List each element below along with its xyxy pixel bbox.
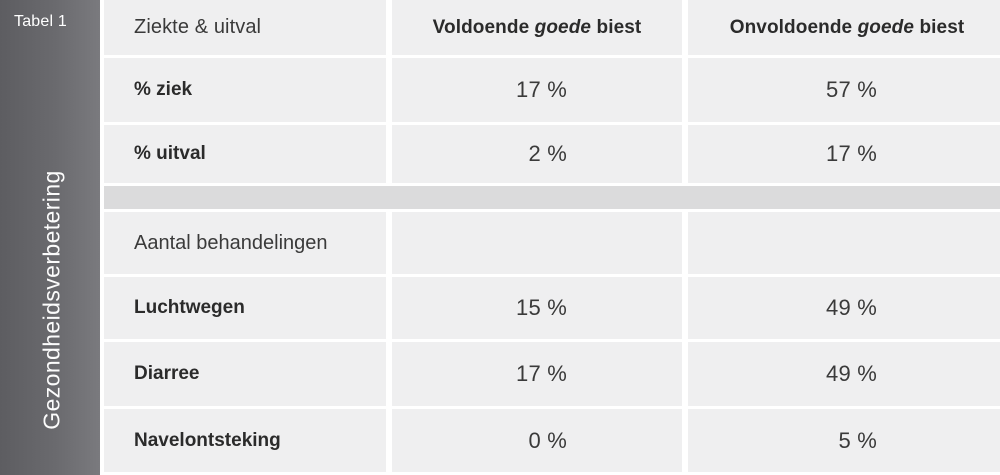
header-cell-col3: Onvoldoende goede biest xyxy=(688,0,1000,58)
header-col3-suffix: biest xyxy=(919,16,965,38)
value-onvoldoende: 49 % xyxy=(826,361,877,386)
table-value-cell: 17 % xyxy=(392,342,682,409)
value-onvoldoende: 49 % xyxy=(826,295,877,320)
table-row-label-cell: Diarree xyxy=(104,342,386,409)
table-value-cell: 57 % xyxy=(688,58,1000,125)
empty-cell xyxy=(392,212,682,277)
vertical-title: Gezondheidsverbetering xyxy=(38,170,65,430)
value-voldoende: 15 % xyxy=(516,295,567,320)
table-value-cell: 2 % xyxy=(392,125,682,186)
table-row-label-cell: % uitval xyxy=(104,125,386,186)
data-table: Ziekte & uitval Voldoende goede biest On… xyxy=(104,0,1000,475)
header-col3-label: Onvoldoende goede biest xyxy=(730,17,965,39)
row-label: Luchtwegen xyxy=(134,297,245,318)
table-value-cell: 17 % xyxy=(392,58,682,125)
table-number-label: Tabel 1 xyxy=(14,13,67,30)
table-row-label-cell: Luchtwegen xyxy=(104,277,386,342)
row-label: % uitval xyxy=(134,143,206,164)
row-label: Diarree xyxy=(134,363,200,384)
value-voldoende: 0 % xyxy=(528,427,567,453)
row-label: % ziek xyxy=(134,79,193,100)
value-voldoende: 17 % xyxy=(516,77,567,102)
header-left-label: Ziekte & uitval xyxy=(134,16,262,38)
row-label: Navelontsteking xyxy=(134,429,281,451)
empty-cell xyxy=(688,212,1000,277)
value-onvoldoende: 17 % xyxy=(826,141,877,166)
table-row-label-cell: % ziek xyxy=(104,58,386,125)
header-col3-prefix: Onvoldoende xyxy=(729,16,853,38)
section-divider xyxy=(104,186,1000,212)
table-value-cell: 5 % xyxy=(688,409,1000,475)
table-value-cell: 15 % xyxy=(392,277,682,342)
header-col2-prefix: Voldoende xyxy=(432,16,530,38)
table-row-label-cell: Navelontsteking xyxy=(104,409,386,475)
header-col2-emphasis: goede xyxy=(534,16,592,38)
section-label: Aantal behandelingen xyxy=(134,231,328,254)
table-value-cell: 49 % xyxy=(688,342,1000,409)
value-voldoende: 17 % xyxy=(516,361,567,386)
header-cell-col2: Voldoende goede biest xyxy=(392,0,682,58)
header-col2-suffix: biest xyxy=(596,16,642,38)
table-value-cell: 17 % xyxy=(688,125,1000,186)
header-cell-left: Ziekte & uitval xyxy=(104,0,386,58)
side-panel: Tabel 1 Gezondheidsverbetering xyxy=(0,0,104,475)
section-label-cell: Aantal behandelingen xyxy=(104,212,386,277)
value-onvoldoende: 57 % xyxy=(826,77,877,102)
table-value-cell: 0 % xyxy=(392,409,682,475)
header-col2-label: Voldoende goede biest xyxy=(433,17,642,39)
value-voldoende: 2 % xyxy=(528,141,567,166)
table-value-cell: 49 % xyxy=(688,277,1000,342)
value-onvoldoende: 5 % xyxy=(838,427,877,453)
header-col3-emphasis: goede xyxy=(857,16,915,38)
